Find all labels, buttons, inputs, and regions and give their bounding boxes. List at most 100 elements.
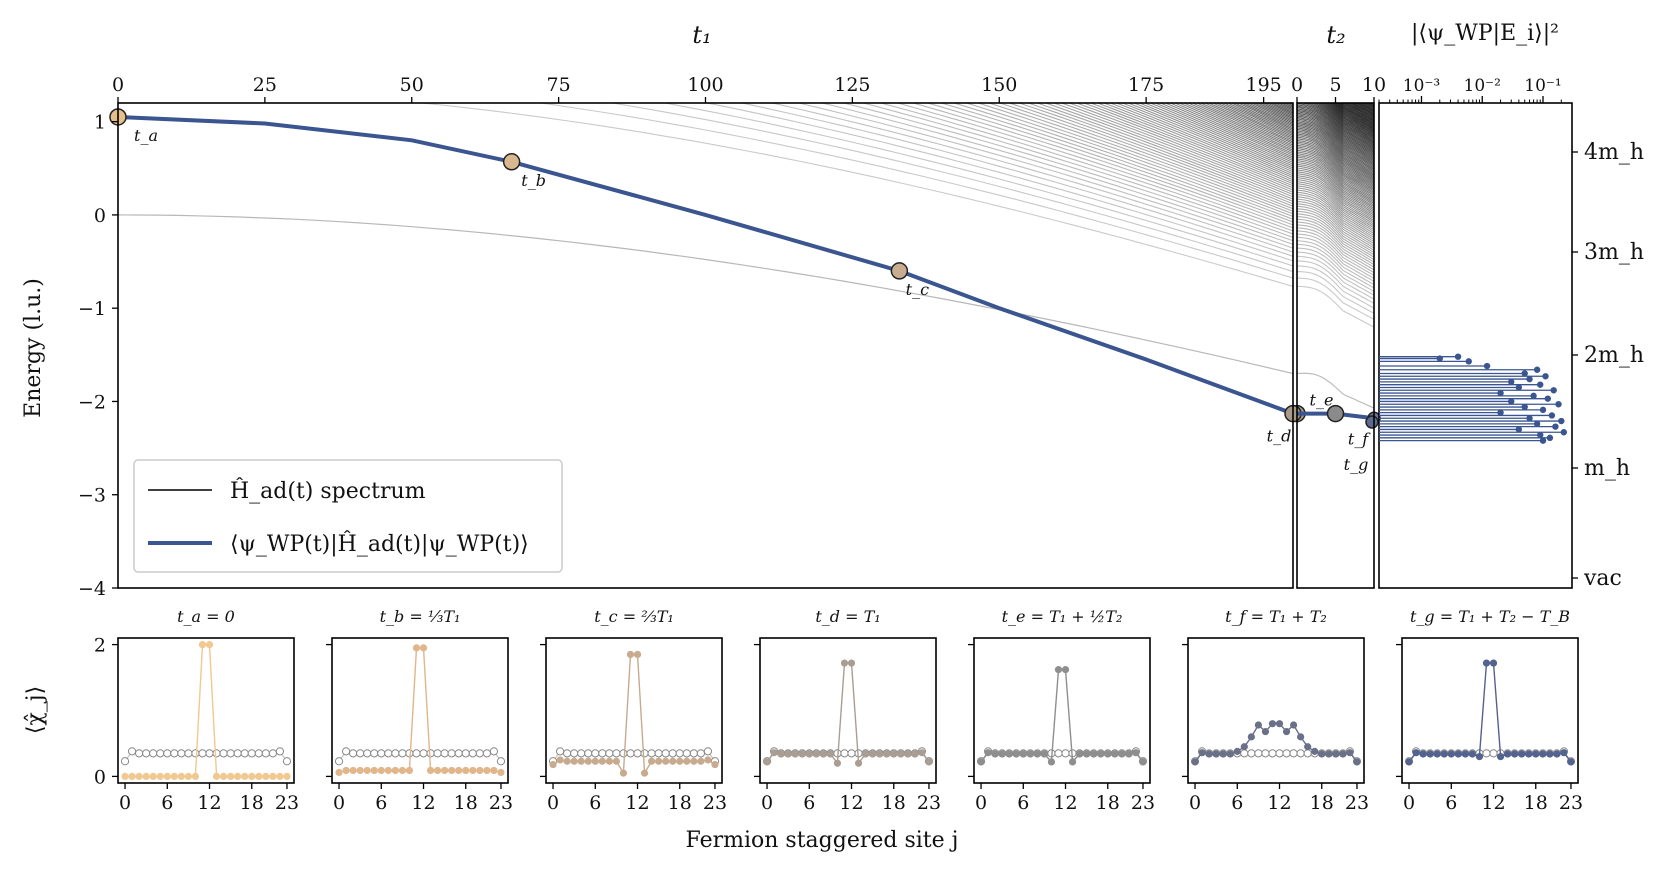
spectrum-line (1297, 189, 1374, 238)
occupation-point (1433, 750, 1441, 758)
spectrum-line (1297, 119, 1374, 173)
occupation-point (984, 749, 992, 757)
right-tick-label: 2m_h (1584, 343, 1644, 368)
occupation-point (1325, 750, 1333, 758)
spectrum-line (1297, 171, 1374, 221)
background-point (341, 747, 351, 756)
occupation-point (1033, 750, 1041, 758)
spectrum-line (1243, 103, 1293, 127)
occupation-point (1054, 666, 1063, 674)
occupation-point (156, 772, 164, 781)
x-tick-label: 18 (240, 792, 264, 814)
spectrum-line (1297, 147, 1374, 200)
marker-t-g (1365, 415, 1379, 429)
occupation-point (149, 772, 157, 781)
occupation-point (1426, 750, 1434, 758)
occupation-point (598, 757, 606, 765)
spectrum-line (1297, 115, 1374, 169)
x-tick-label: 195 (1245, 74, 1281, 96)
overlap-point (1533, 366, 1541, 373)
spectrum-line (976, 103, 1293, 215)
spectrum-line (1297, 243, 1374, 289)
occupation-point (405, 766, 414, 775)
occupation-point (1282, 727, 1291, 736)
spectrum-line (1297, 124, 1374, 178)
background-point (605, 749, 614, 758)
spectrum-line (878, 103, 1293, 235)
occupation-point (690, 757, 698, 765)
occupation-point (1447, 750, 1455, 758)
x-tick-label: 6 (375, 792, 387, 814)
occupation-point (398, 766, 406, 775)
site-panel: t_b = ⅓T₁ 0 6 12 18 23 (326, 607, 513, 814)
spectrum-line (1297, 136, 1374, 189)
overlap-point (1546, 434, 1554, 442)
background-point (1289, 749, 1298, 758)
occupation-point (1026, 750, 1034, 758)
y-tick-label: −4 (78, 578, 106, 600)
t2-sweep-panel: t_e t_f t_g 0 5 10 (1291, 74, 1386, 589)
spectrum-line (1297, 227, 1374, 274)
x-tick-label: 12 (197, 792, 221, 814)
spectrum-line (1297, 134, 1374, 188)
occupation-point (335, 768, 343, 777)
occupation-point (883, 750, 891, 758)
background-point (1489, 749, 1498, 758)
occupation-point (869, 750, 877, 758)
background-point (447, 749, 456, 758)
x-tick-label: 150 (981, 74, 1017, 96)
background-point (135, 749, 144, 758)
occupation-point (862, 750, 870, 758)
occupation-point (462, 766, 470, 775)
background-point (563, 749, 572, 758)
spectrum-line (1318, 103, 1374, 148)
occupation-point (1132, 749, 1140, 757)
right-tick-label: 3m_h (1584, 240, 1644, 265)
spectrum-line (1271, 103, 1293, 114)
background-point (619, 749, 628, 758)
occupation-line (125, 643, 287, 778)
occupation-point (1489, 659, 1498, 667)
marker-label-t-a: t_a (134, 126, 158, 145)
occupation-point (1254, 721, 1262, 729)
spectrum-line (1297, 218, 1374, 266)
occupation-point (1012, 750, 1020, 758)
background-point (233, 749, 242, 758)
overlap-point (1465, 358, 1472, 365)
bottom-y-label: ⟨χ̂_j⟩ (23, 686, 48, 734)
occupation-point (448, 766, 456, 775)
occupation-point (1412, 749, 1420, 757)
spectrum-line (987, 103, 1293, 212)
background-point (1247, 749, 1256, 758)
occupation-point (683, 757, 691, 765)
background-point (219, 749, 228, 758)
spectrum-line (1297, 103, 1374, 157)
background-point (268, 749, 277, 758)
occupation-point (1005, 750, 1013, 758)
occupation-point (276, 772, 284, 781)
occupation-point (377, 766, 385, 775)
spectrum-line (1297, 109, 1374, 163)
spectrum-line (1297, 181, 1374, 231)
spectrum-line (1329, 103, 1374, 139)
overlap-point (1533, 420, 1541, 428)
spectrum-line (1297, 167, 1374, 218)
y-tick-label: 0 (94, 766, 106, 788)
x-tick-label: 23 (1345, 792, 1369, 814)
x-tick-label: 0 (112, 74, 124, 96)
spectrum-line (1356, 103, 1374, 115)
occupation-point (791, 750, 799, 758)
site-panel-frame (759, 637, 937, 784)
background-point (1282, 749, 1291, 758)
y-tick-label: −2 (78, 391, 106, 413)
spectrum-line (1297, 139, 1374, 192)
spectrum-line (1052, 103, 1293, 196)
overlap-point (1558, 417, 1565, 425)
plot-frame-overlap (1378, 102, 1573, 589)
top-axis-t2-label: t₂ (1326, 21, 1345, 49)
marker-label-t-e: t_e (1310, 391, 1334, 410)
spectrum-line (609, 103, 1293, 273)
occupation-point (605, 757, 613, 765)
site-panel-frame (545, 637, 723, 784)
